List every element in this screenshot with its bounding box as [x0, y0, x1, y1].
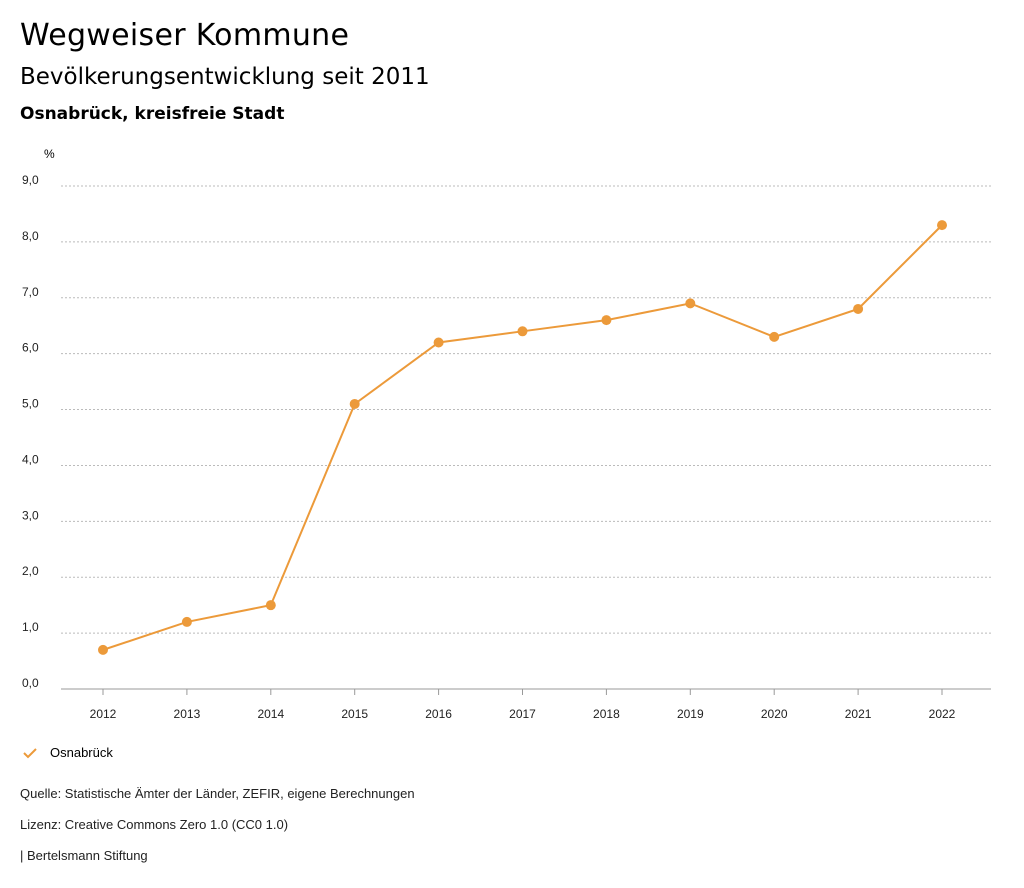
- y-tick-label: 6,0: [22, 341, 39, 355]
- data-point: [98, 644, 108, 655]
- x-tick-label: 2019: [677, 707, 704, 721]
- chart-subtitle: Bevölkerungsentwicklung seit 2011: [20, 64, 430, 90]
- y-tick-label: 8,0: [22, 229, 39, 243]
- license-note: Lizenz: Creative Commons Zero 1.0 (CC0 1…: [20, 817, 289, 832]
- x-tick-label: 2022: [929, 707, 956, 721]
- data-point: [685, 298, 696, 309]
- y-tick-label: 2,0: [22, 564, 39, 578]
- x-tick-label: 2016: [425, 707, 452, 721]
- x-tick-label: 2018: [593, 707, 620, 721]
- data-point: [937, 220, 947, 231]
- y-tick-label: 9,0: [22, 173, 39, 187]
- y-tick-label: 0,0: [22, 676, 39, 690]
- data-point: [265, 600, 276, 611]
- x-tick-label: 2021: [845, 707, 872, 721]
- legend-check-icon: [23, 747, 37, 758]
- publisher-note: | Bertelsmann Stiftung: [20, 848, 148, 863]
- line-chart: 0,0 1,0 2,0 3,0 4,0 5,0 6,0 7,0 8,0 9,0 2012 2013 20…: [22, 173, 991, 721]
- data-point: [517, 326, 528, 337]
- data-point: [433, 337, 444, 348]
- x-tick-label: 2014: [257, 707, 284, 721]
- y-axis-unit: %: [44, 147, 55, 161]
- legend-label: Osnabrück: [50, 745, 113, 760]
- x-tick-label: 2020: [761, 707, 788, 721]
- legend-check-mark: [23, 747, 37, 758]
- region-label: Osnabrück, kreisfreie Stadt: [20, 104, 285, 124]
- x-tick-label: 2013: [174, 707, 201, 721]
- data-point: [349, 398, 360, 409]
- y-tick-label: 1,0: [22, 620, 39, 634]
- x-tick-label: 2017: [509, 707, 536, 721]
- data-point: [601, 315, 612, 326]
- chart-title: Wegweiser Kommune: [20, 18, 350, 53]
- data-point: [853, 303, 864, 314]
- legend[interactable]: Osnabrück: [22, 745, 113, 760]
- data-point: [181, 616, 192, 627]
- y-tick-label: 4,0: [22, 452, 39, 466]
- x-tick-label: 2012: [90, 707, 117, 721]
- y-tick-label: 3,0: [22, 508, 39, 522]
- data-point: [769, 331, 780, 342]
- x-tick-label: 2015: [341, 707, 368, 721]
- y-tick-label: 7,0: [22, 285, 39, 299]
- y-tick-label: 5,0: [22, 397, 39, 411]
- source-note: Quelle: Statistische Ämter der Länder, Z…: [20, 786, 415, 801]
- series-line: [102, 224, 943, 651]
